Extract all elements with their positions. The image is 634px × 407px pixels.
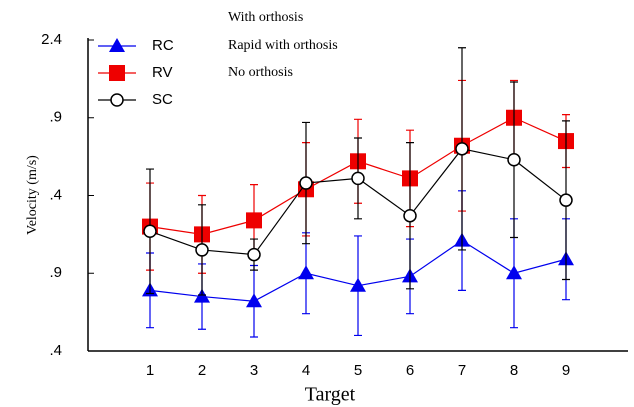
data-point xyxy=(247,247,261,262)
data-point xyxy=(506,265,522,280)
x-axis-label: Target xyxy=(305,384,356,406)
annotation: With orthosis xyxy=(228,10,303,25)
data-point xyxy=(298,265,314,280)
data-point xyxy=(299,176,313,190)
data-point xyxy=(455,142,469,156)
legend-marker xyxy=(109,38,125,52)
data-point xyxy=(403,208,417,223)
y-tick-label: .4 xyxy=(49,342,62,359)
annotation: No orthosis xyxy=(228,65,293,80)
y-tick-label: 2.4 xyxy=(41,31,62,48)
y-tick-label: .9 xyxy=(49,109,62,126)
y-axis-label: Velocity (m/s) xyxy=(25,155,40,235)
legend-marker xyxy=(109,65,125,81)
x-tick-label: 3 xyxy=(250,362,258,379)
legend-marker xyxy=(110,93,124,107)
data-point xyxy=(507,152,521,167)
legend-label: SC xyxy=(152,91,173,108)
x-tick-label: 5 xyxy=(354,362,362,379)
x-tick-label: 6 xyxy=(406,362,414,379)
data-point xyxy=(246,293,262,308)
data-point xyxy=(143,224,157,239)
y-tick-label: .4 xyxy=(49,186,62,203)
data-point xyxy=(351,171,365,186)
legend-label: RV xyxy=(152,64,173,81)
data-point xyxy=(559,193,573,207)
x-tick-label: 9 xyxy=(562,362,570,379)
y-tick-label: .9 xyxy=(49,264,62,281)
annotation: Rapid with orthosis xyxy=(228,38,338,53)
data-point xyxy=(195,243,209,257)
data-point xyxy=(246,212,262,229)
x-tick-label: 4 xyxy=(302,362,310,379)
x-tick-label: 1 xyxy=(146,362,154,379)
x-tick-label: 2 xyxy=(198,362,206,379)
data-point xyxy=(350,277,366,292)
x-tick-label: 8 xyxy=(510,362,518,379)
x-tick-label: 7 xyxy=(458,362,466,379)
legend-label: RC xyxy=(152,37,174,54)
